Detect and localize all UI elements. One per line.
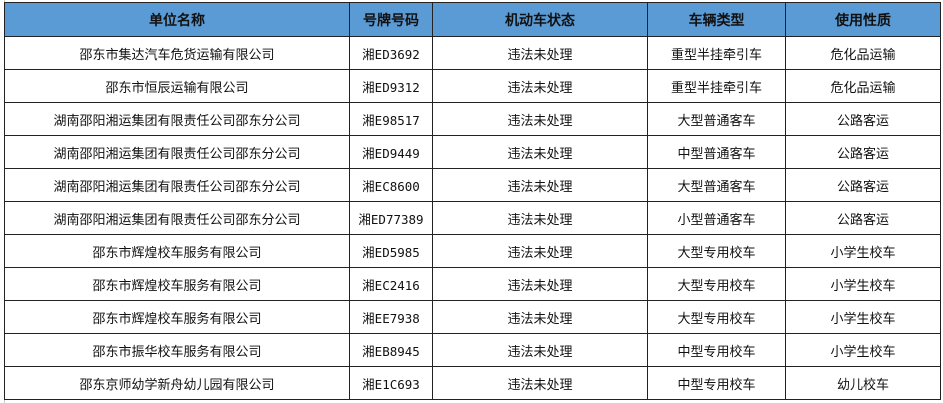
cell-vehicle-type[interactable]: 重型半挂牵引车 xyxy=(647,69,786,103)
cell-plate[interactable]: 湘EE7938 xyxy=(349,300,433,334)
cell-status[interactable]: 违法未处理 xyxy=(432,267,648,301)
cell-plate[interactable]: 湘ED3692 xyxy=(349,36,433,70)
cell-usage[interactable]: 危化品运输 xyxy=(785,36,941,70)
cell-plate[interactable]: 湘E1C693 xyxy=(349,366,433,400)
cell-usage[interactable]: 公路客运 xyxy=(785,102,941,136)
cell-status[interactable]: 违法未处理 xyxy=(432,366,648,400)
cell-vehicle-type[interactable]: 中型专用校车 xyxy=(647,333,786,367)
cell-status[interactable]: 违法未处理 xyxy=(432,333,648,367)
cell-company[interactable]: 邵东市辉煌校车服务有限公司 xyxy=(4,267,350,301)
cell-status[interactable]: 违法未处理 xyxy=(432,168,648,202)
cell-vehicle-type[interactable]: 小型普通客车 xyxy=(647,201,786,235)
table-row: 邵东市辉煌校车服务有限公司 湘EE7938 违法未处理 大型专用校车 小学生校车 xyxy=(4,300,941,334)
cell-status[interactable]: 违法未处理 xyxy=(432,300,648,334)
cell-plate[interactable]: 湘EC8600 xyxy=(349,168,433,202)
table-row: 邵东京师幼学新舟幼儿园有限公司 湘E1C693 违法未处理 中型专用校车 幼儿校车 xyxy=(4,366,941,400)
cell-usage[interactable]: 小学生校车 xyxy=(785,300,941,334)
cell-status[interactable]: 违法未处理 xyxy=(432,234,648,268)
cell-company[interactable]: 邵东京师幼学新舟幼儿园有限公司 xyxy=(4,366,350,400)
cell-status[interactable]: 违法未处理 xyxy=(432,102,648,136)
cell-plate[interactable]: 湘ED9312 xyxy=(349,69,433,103)
header-usage[interactable]: 使用性质 xyxy=(785,2,941,37)
cell-usage[interactable]: 幼儿校车 xyxy=(785,366,941,400)
table-row: 湖南邵阳湘运集团有限责任公司邵东分公司 湘ED9449 违法未处理 中型普通客车 公路客… xyxy=(4,135,941,169)
cell-plate[interactable]: 湘ED5985 xyxy=(349,234,433,268)
cell-usage[interactable]: 危化品运输 xyxy=(785,69,941,103)
cell-vehicle-type[interactable]: 重型半挂牵引车 xyxy=(647,36,786,70)
cell-status[interactable]: 违法未处理 xyxy=(432,135,648,169)
cell-vehicle-type[interactable]: 中型专用校车 xyxy=(647,366,786,400)
cell-company[interactable]: 邵东市恒辰运输有限公司 xyxy=(4,69,350,103)
table-row: 邵东市振华校车服务有限公司 湘EB8945 违法未处理 中型专用校车 小学生校车 xyxy=(4,333,941,367)
cell-usage[interactable]: 公路客运 xyxy=(785,168,941,202)
cell-company[interactable]: 邵东市辉煌校车服务有限公司 xyxy=(4,234,350,268)
cell-company[interactable]: 邵东市辉煌校车服务有限公司 xyxy=(4,300,350,334)
cell-vehicle-type[interactable]: 大型专用校车 xyxy=(647,234,786,268)
cell-plate[interactable]: 湘EC2416 xyxy=(349,267,433,301)
cell-status[interactable]: 违法未处理 xyxy=(432,201,648,235)
table-row: 邵东市辉煌校车服务有限公司 湘EC2416 违法未处理 大型专用校车 小学生校车 xyxy=(4,267,941,301)
cell-vehicle-type[interactable]: 大型专用校车 xyxy=(647,300,786,334)
cell-usage[interactable]: 公路客运 xyxy=(785,135,941,169)
cell-status[interactable]: 违法未处理 xyxy=(432,69,648,103)
header-vehicle-type[interactable]: 车辆类型 xyxy=(647,2,786,37)
table-row: 邵东市集达汽车危货运输有限公司 湘ED3692 违法未处理 重型半挂牵引车 危化品运输 xyxy=(4,36,941,70)
cell-company[interactable]: 湖南邵阳湘运集团有限责任公司邵东分公司 xyxy=(4,168,350,202)
cell-plate[interactable]: 湘E98517 xyxy=(349,102,433,136)
header-row: 单位名称 号牌号码 机动车状态 车辆类型 使用性质 xyxy=(4,2,941,37)
cell-company[interactable]: 湖南邵阳湘运集团有限责任公司邵东分公司 xyxy=(4,201,350,235)
cell-usage[interactable]: 小学生校车 xyxy=(785,333,941,367)
cell-vehicle-type[interactable]: 大型专用校车 xyxy=(647,267,786,301)
cell-usage[interactable]: 小学生校车 xyxy=(785,267,941,301)
cell-usage[interactable]: 小学生校车 xyxy=(785,234,941,268)
cell-plate[interactable]: 湘ED77389 xyxy=(349,201,433,235)
cell-company[interactable]: 邵东市集达汽车危货运输有限公司 xyxy=(4,36,350,70)
table-row: 湖南邵阳湘运集团有限责任公司邵东分公司 湘E98517 违法未处理 大型普通客车 公路客… xyxy=(4,102,941,136)
cell-usage[interactable]: 公路客运 xyxy=(785,201,941,235)
cell-plate[interactable]: 湘ED9449 xyxy=(349,135,433,169)
cell-vehicle-type[interactable]: 中型普通客车 xyxy=(647,135,786,169)
cell-vehicle-type[interactable]: 大型普通客车 xyxy=(647,168,786,202)
cell-plate[interactable]: 湘EB8945 xyxy=(349,333,433,367)
table-row: 湖南邵阳湘运集团有限责任公司邵东分公司 湘ED77389 违法未处理 小型普通客车 公路… xyxy=(4,201,941,235)
header-status[interactable]: 机动车状态 xyxy=(432,2,648,37)
cell-company[interactable]: 湖南邵阳湘运集团有限责任公司邵东分公司 xyxy=(4,102,350,136)
cell-company[interactable]: 湖南邵阳湘运集团有限责任公司邵东分公司 xyxy=(4,135,350,169)
vehicle-table: 单位名称 号牌号码 机动车状态 车辆类型 使用性质 邵东市集达汽车危货运输有限公… xyxy=(4,2,941,400)
cell-status[interactable]: 违法未处理 xyxy=(432,36,648,70)
header-plate[interactable]: 号牌号码 xyxy=(349,2,433,37)
table-row: 湖南邵阳湘运集团有限责任公司邵东分公司 湘EC8600 违法未处理 大型普通客车 公路客… xyxy=(4,168,941,202)
header-company[interactable]: 单位名称 xyxy=(4,2,350,37)
table-row: 邵东市恒辰运输有限公司 湘ED9312 违法未处理 重型半挂牵引车 危化品运输 xyxy=(4,69,941,103)
table-row: 邵东市辉煌校车服务有限公司 湘ED5985 违法未处理 大型专用校车 小学生校车 xyxy=(4,234,941,268)
cell-company[interactable]: 邵东市振华校车服务有限公司 xyxy=(4,333,350,367)
cell-vehicle-type[interactable]: 大型普通客车 xyxy=(647,102,786,136)
